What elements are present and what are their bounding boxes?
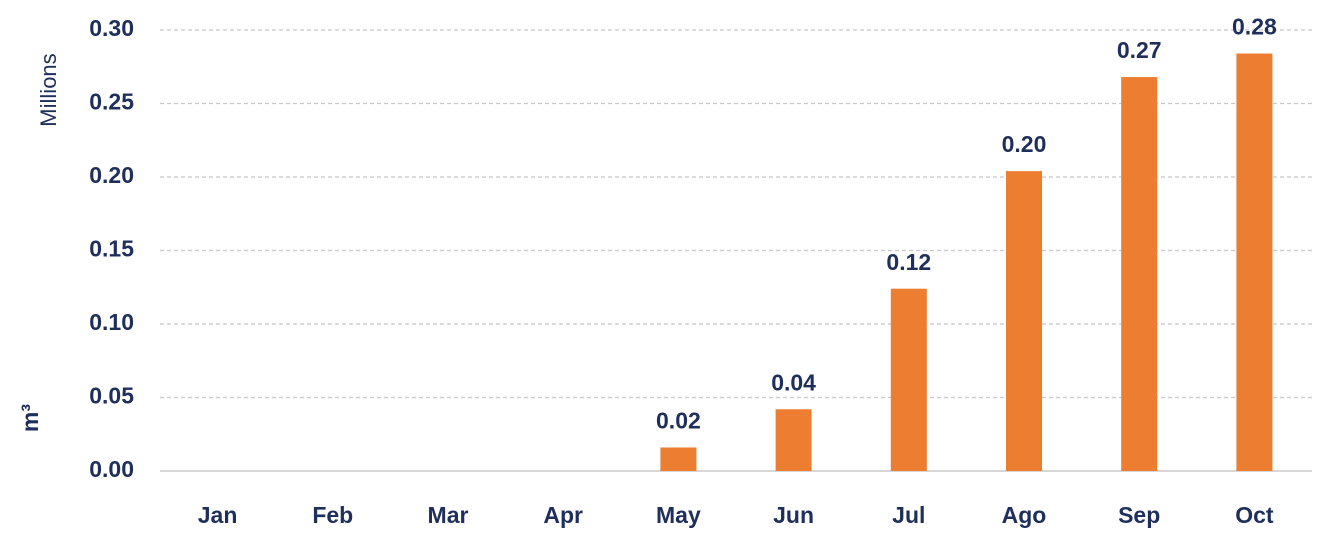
value-label: 0.04 — [771, 369, 816, 395]
value-label: 0.28 — [1232, 14, 1277, 40]
y-tick-label: 0.20 — [89, 162, 134, 188]
x-tick-label: Jan — [198, 502, 238, 528]
bar — [1121, 77, 1157, 471]
x-tick-label: May — [656, 502, 701, 528]
bar — [776, 409, 812, 471]
x-tick-label: Mar — [428, 502, 469, 528]
x-tick-label: Feb — [312, 502, 353, 528]
value-label: 0.20 — [1002, 131, 1047, 157]
x-tick-label: Jul — [892, 502, 925, 528]
chart: Millions m³ 0.00 0.05 0.10 0.15 0.20 0.25 0.30… — [0, 0, 1324, 534]
x-tick-label: Oct — [1235, 502, 1274, 528]
bar — [891, 289, 927, 471]
y-tick-label: 0.05 — [89, 383, 134, 409]
bar — [1236, 54, 1272, 471]
bar — [1006, 171, 1042, 471]
bar — [660, 447, 696, 471]
y-tick-label: 0.00 — [89, 456, 134, 482]
y-tick-label: 0.10 — [89, 309, 134, 335]
value-label: 0.02 — [656, 408, 701, 434]
x-tick-label: Apr — [543, 502, 583, 528]
value-label: 0.27 — [1117, 37, 1162, 63]
x-tick-label: Sep — [1118, 502, 1160, 528]
value-label: 0.12 — [886, 249, 931, 275]
y-tick-label: 0.25 — [89, 89, 134, 115]
y-axis-label: m³ — [17, 404, 43, 432]
x-tick-label: Ago — [1002, 502, 1047, 528]
y-axis-unit: Millions — [36, 53, 61, 126]
y-tick-label: 0.30 — [89, 15, 134, 41]
y-tick-label: 0.15 — [89, 236, 134, 262]
x-tick-label: Jun — [773, 502, 814, 528]
